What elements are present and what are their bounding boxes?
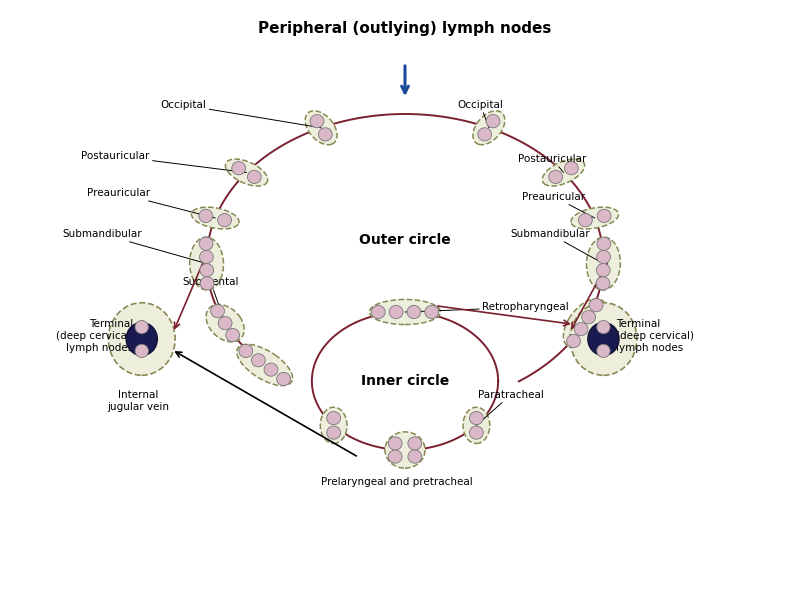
Text: Occipital: Occipital: [458, 100, 504, 128]
Ellipse shape: [232, 161, 245, 175]
Ellipse shape: [597, 344, 610, 358]
Ellipse shape: [596, 263, 610, 277]
Ellipse shape: [369, 299, 441, 325]
Ellipse shape: [320, 407, 347, 443]
Ellipse shape: [200, 277, 214, 290]
Ellipse shape: [567, 334, 581, 347]
Text: Occipital: Occipital: [160, 100, 321, 128]
Ellipse shape: [582, 311, 595, 324]
Ellipse shape: [326, 412, 340, 425]
Text: Submandibular: Submandibular: [510, 229, 603, 263]
Ellipse shape: [407, 305, 421, 319]
Ellipse shape: [424, 305, 439, 319]
Ellipse shape: [199, 209, 213, 223]
Ellipse shape: [264, 363, 278, 376]
Ellipse shape: [564, 299, 607, 347]
Ellipse shape: [597, 237, 611, 250]
Ellipse shape: [199, 237, 213, 250]
Text: Preauricular: Preauricular: [87, 188, 215, 218]
Ellipse shape: [385, 432, 425, 468]
Ellipse shape: [310, 115, 324, 128]
Ellipse shape: [578, 214, 592, 227]
Ellipse shape: [597, 320, 610, 334]
Ellipse shape: [191, 207, 239, 229]
Ellipse shape: [596, 277, 610, 290]
Ellipse shape: [126, 323, 157, 355]
Ellipse shape: [206, 304, 244, 342]
Text: Submental: Submental: [182, 277, 239, 323]
Ellipse shape: [408, 450, 422, 463]
Ellipse shape: [199, 250, 213, 263]
Ellipse shape: [190, 237, 224, 290]
Ellipse shape: [225, 159, 267, 186]
Ellipse shape: [371, 305, 386, 319]
Ellipse shape: [200, 263, 214, 277]
Ellipse shape: [135, 320, 148, 334]
Ellipse shape: [478, 128, 492, 141]
Ellipse shape: [388, 437, 402, 450]
Ellipse shape: [277, 373, 291, 386]
Ellipse shape: [389, 305, 403, 319]
Ellipse shape: [305, 111, 337, 145]
Ellipse shape: [218, 214, 232, 227]
Text: Prelaryngeal and pretracheal: Prelaryngeal and pretracheal: [321, 477, 473, 487]
Ellipse shape: [597, 250, 611, 263]
Ellipse shape: [589, 299, 603, 312]
Ellipse shape: [408, 437, 422, 450]
Text: Peripheral (outlying) lymph nodes: Peripheral (outlying) lymph nodes: [258, 21, 552, 36]
Ellipse shape: [211, 305, 224, 318]
Ellipse shape: [239, 344, 253, 358]
Ellipse shape: [218, 317, 232, 330]
Ellipse shape: [318, 128, 332, 141]
Ellipse shape: [247, 170, 262, 184]
Ellipse shape: [463, 407, 490, 443]
Ellipse shape: [565, 161, 578, 175]
Ellipse shape: [570, 302, 637, 376]
Text: Inner circle: Inner circle: [361, 374, 449, 388]
Ellipse shape: [597, 209, 611, 223]
Ellipse shape: [237, 344, 292, 386]
Ellipse shape: [588, 323, 619, 355]
Text: Postauricular: Postauricular: [82, 151, 246, 173]
Text: Submandibular: Submandibular: [62, 229, 207, 263]
Text: Terminal
(deep cervical)
lymph nodes: Terminal (deep cervical) lymph nodes: [616, 319, 693, 353]
Text: Internal
jugular vein: Internal jugular vein: [107, 390, 168, 412]
Ellipse shape: [470, 426, 484, 439]
Text: Postauricular: Postauricular: [518, 154, 586, 173]
Ellipse shape: [574, 323, 588, 336]
Ellipse shape: [388, 450, 402, 463]
Ellipse shape: [226, 328, 240, 341]
Ellipse shape: [486, 115, 500, 128]
Ellipse shape: [586, 237, 620, 290]
Text: Paratracheal: Paratracheal: [476, 390, 544, 425]
Text: Retropharyngeal: Retropharyngeal: [405, 302, 569, 312]
Ellipse shape: [548, 170, 563, 184]
Ellipse shape: [251, 353, 266, 367]
Text: Outer circle: Outer circle: [359, 233, 451, 247]
Ellipse shape: [571, 207, 619, 229]
Ellipse shape: [326, 426, 340, 439]
Text: Terminal
(deep cervical)
lymph nodes: Terminal (deep cervical) lymph nodes: [56, 319, 134, 353]
Ellipse shape: [543, 159, 585, 186]
Ellipse shape: [135, 344, 148, 358]
Ellipse shape: [473, 111, 505, 145]
Text: Preauricular: Preauricular: [522, 192, 595, 218]
Ellipse shape: [470, 412, 484, 425]
Ellipse shape: [109, 302, 175, 376]
